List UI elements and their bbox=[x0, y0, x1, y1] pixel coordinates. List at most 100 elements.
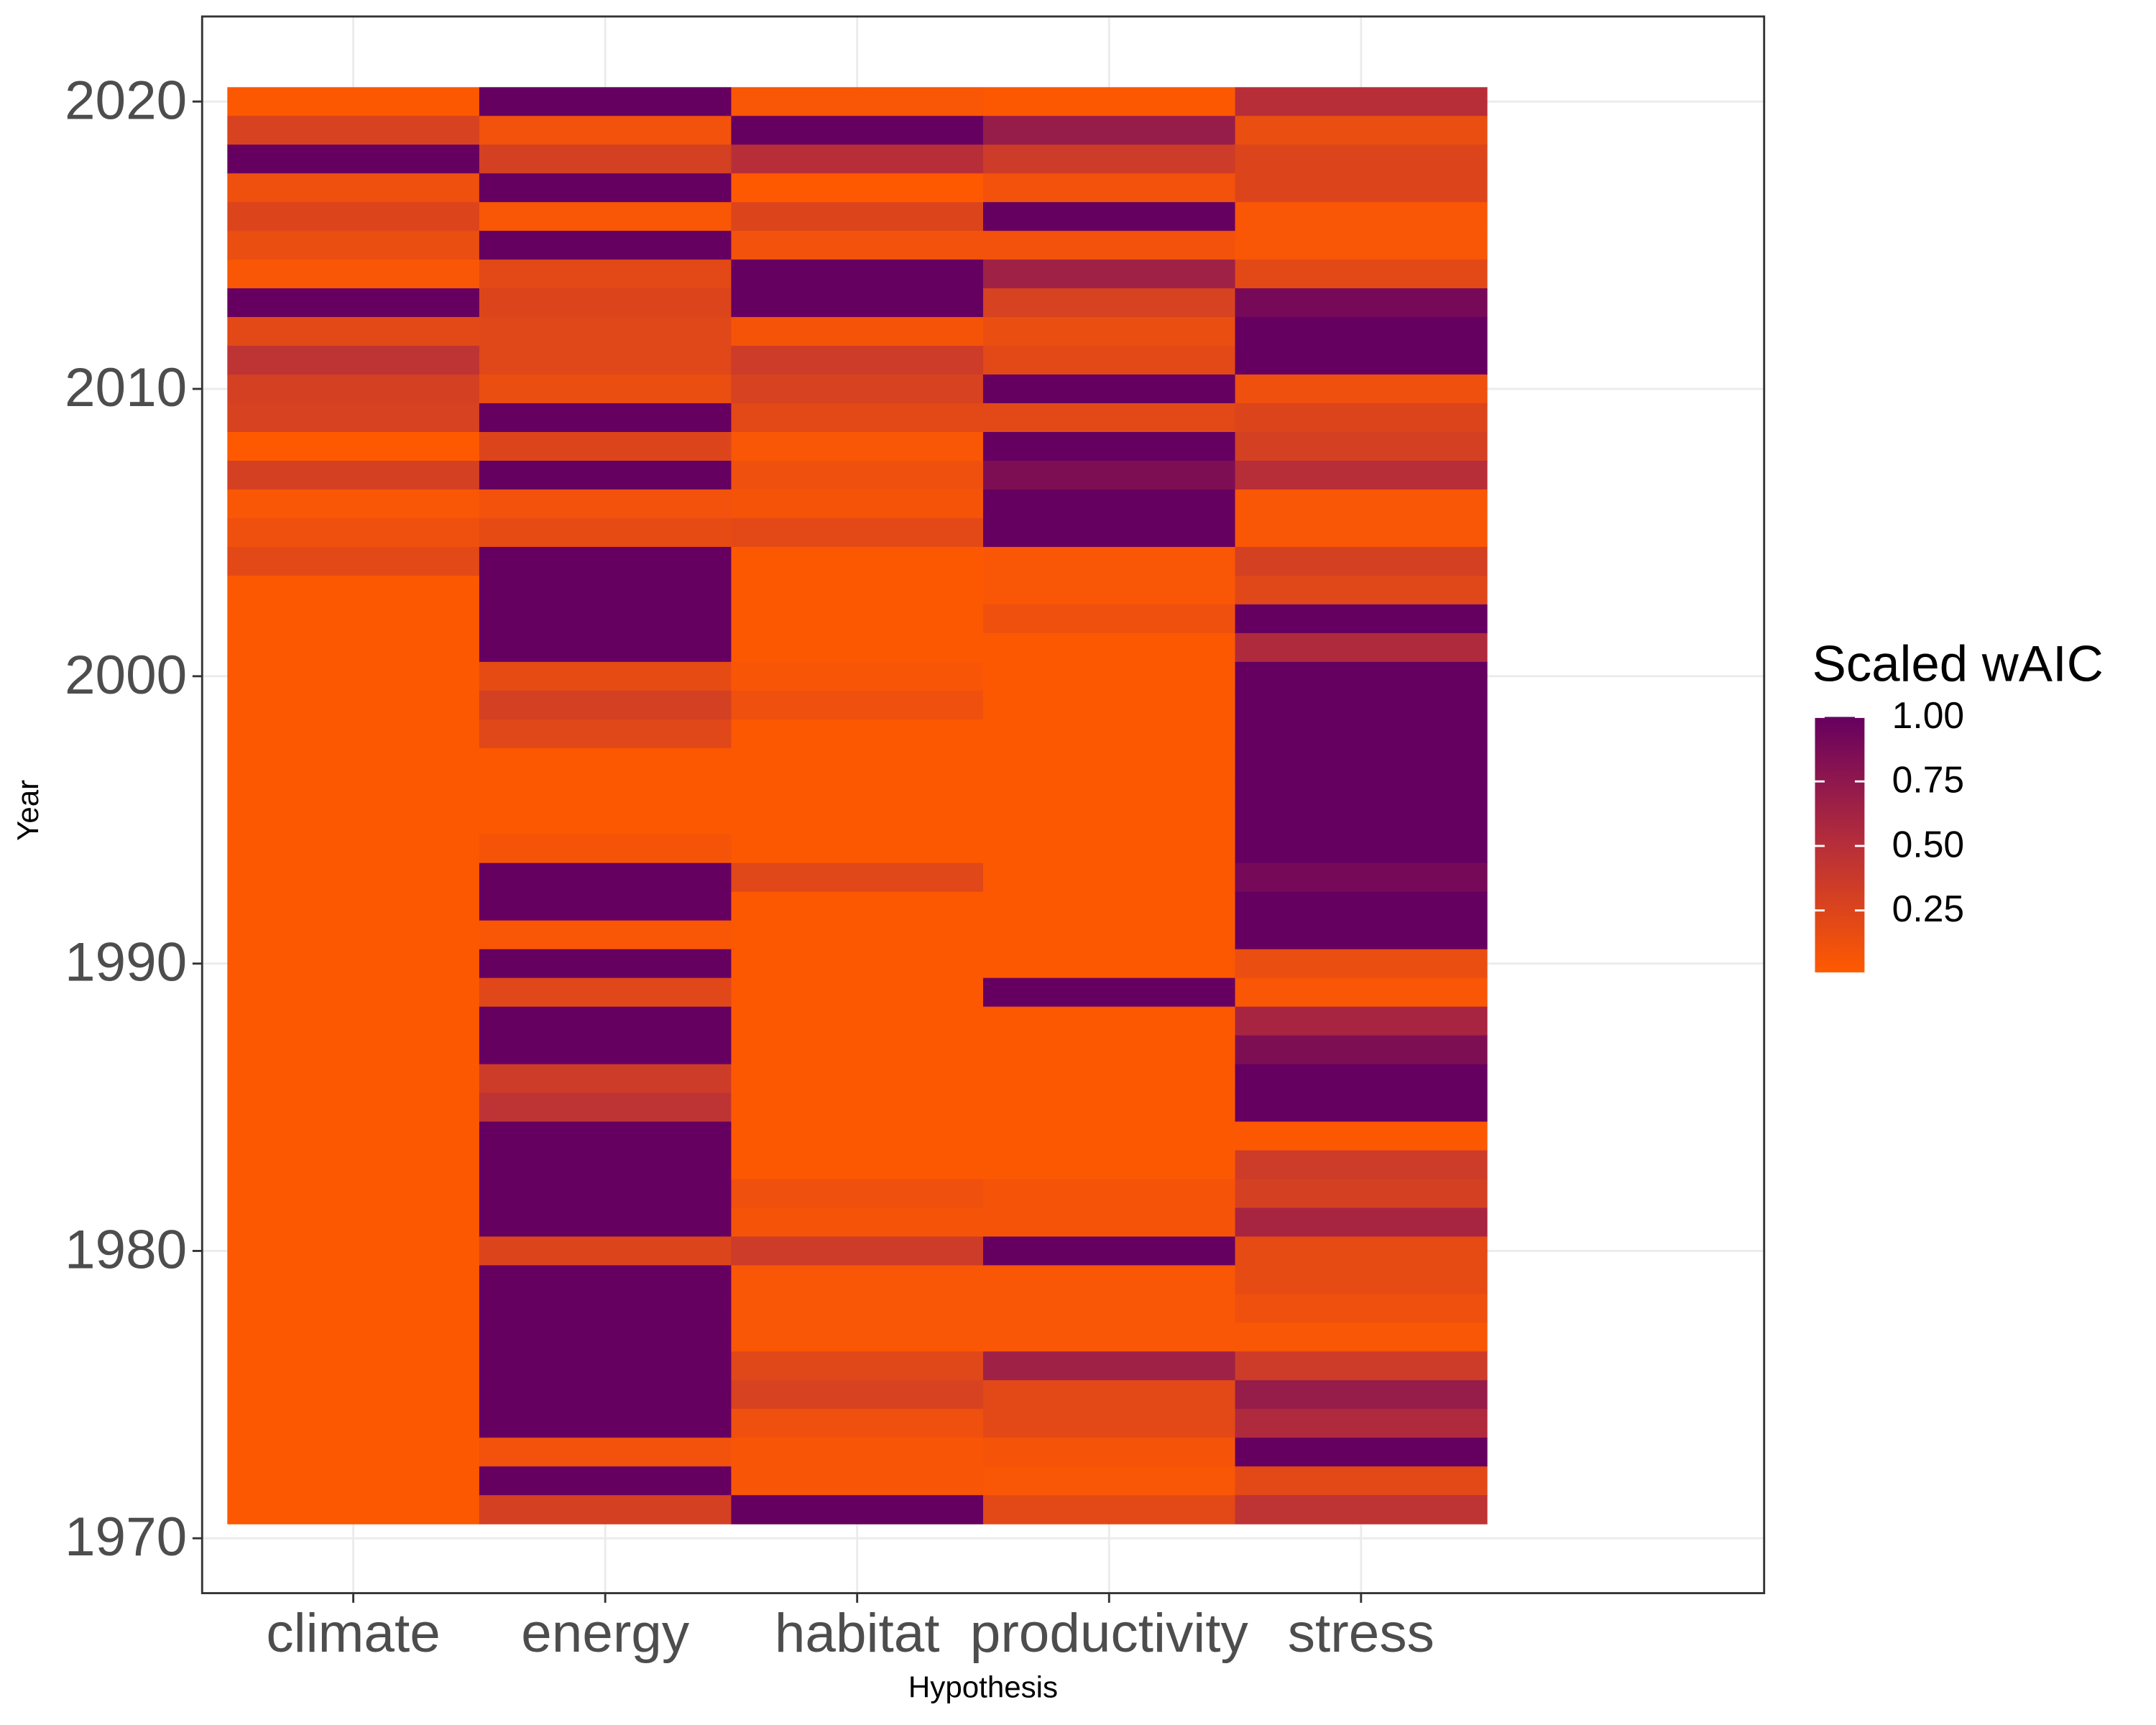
x-tick-label: energy bbox=[521, 1603, 690, 1664]
heat-cell bbox=[479, 1438, 732, 1467]
heat-cell bbox=[1235, 87, 1488, 116]
heat-cell bbox=[1235, 231, 1488, 260]
heat-cell bbox=[731, 891, 984, 921]
heat-cell bbox=[1235, 1466, 1488, 1496]
heat-cell bbox=[982, 259, 1236, 289]
heat-cell bbox=[731, 1208, 984, 1237]
heat-cell bbox=[982, 862, 1236, 893]
heat-cell bbox=[731, 489, 984, 519]
heat-cell bbox=[731, 317, 984, 346]
heat-cell bbox=[1235, 173, 1488, 203]
heat-cell bbox=[479, 1495, 732, 1524]
heat-cell bbox=[227, 173, 480, 203]
heat-cell bbox=[731, 661, 984, 691]
heat-cell bbox=[731, 461, 984, 490]
heat-cell bbox=[479, 1409, 732, 1438]
colorbar-tick-label: 1.00 bbox=[1892, 694, 1965, 736]
heat-cell bbox=[982, 978, 1236, 1008]
heat-cell bbox=[982, 920, 1236, 950]
heat-cell bbox=[731, 1438, 984, 1467]
heat-cell bbox=[227, 1121, 480, 1151]
heat-cell bbox=[1235, 546, 1488, 576]
heat-cell bbox=[479, 1064, 732, 1094]
heat-cell bbox=[731, 1006, 984, 1036]
heat-cell bbox=[982, 949, 1236, 979]
x-tick-label: stress bbox=[1288, 1603, 1434, 1664]
heat-cell bbox=[731, 1351, 984, 1381]
heat-cell bbox=[227, 1035, 480, 1065]
heat-cell bbox=[1235, 489, 1488, 519]
heat-cell bbox=[479, 719, 732, 749]
heat-cell bbox=[982, 317, 1236, 346]
heat-cell bbox=[227, 604, 480, 634]
heat-cell bbox=[227, 719, 480, 749]
heat-cell bbox=[479, 1236, 732, 1266]
heat-cell bbox=[1235, 834, 1488, 864]
heat-cell bbox=[479, 259, 732, 289]
heat-cell bbox=[731, 1035, 984, 1065]
heat-cell bbox=[982, 1495, 1236, 1524]
heat-cell bbox=[731, 87, 984, 116]
heat-cell bbox=[1235, 891, 1488, 921]
heat-cell bbox=[479, 116, 732, 145]
heat-cell bbox=[479, 604, 732, 634]
heat-cell bbox=[227, 374, 480, 404]
heat-cell bbox=[731, 748, 984, 778]
x-tick-label: habitat bbox=[775, 1603, 940, 1664]
heat-cell bbox=[982, 432, 1236, 461]
colorbar-tick-label: 0.75 bbox=[1892, 759, 1965, 801]
heat-cell bbox=[982, 1006, 1236, 1036]
heat-cell bbox=[731, 1236, 984, 1266]
heat-cell bbox=[1235, 1409, 1488, 1438]
heat-cell bbox=[479, 805, 732, 835]
heat-cell bbox=[227, 1294, 480, 1323]
heat-cell bbox=[1235, 719, 1488, 749]
heat-cell bbox=[982, 661, 1236, 691]
panel-border bbox=[201, 15, 1766, 1594]
heat-cell bbox=[227, 1064, 480, 1094]
heat-cell bbox=[982, 1064, 1236, 1094]
heat-cell bbox=[227, 661, 480, 691]
heat-cell bbox=[731, 862, 984, 893]
colorbar bbox=[1815, 717, 1865, 972]
heat-cell bbox=[227, 862, 480, 893]
x-tick-label: climate bbox=[266, 1603, 440, 1664]
heat-cell bbox=[227, 144, 480, 174]
heat-cell bbox=[982, 1092, 1236, 1123]
heat-cell bbox=[227, 1092, 480, 1123]
heat-cell bbox=[1235, 920, 1488, 950]
heat-cell bbox=[227, 1208, 480, 1237]
heat-cell bbox=[731, 834, 984, 864]
heat-cell bbox=[982, 604, 1236, 634]
heat-cell bbox=[731, 1322, 984, 1352]
colorbar-tick-label: 0.50 bbox=[1892, 824, 1965, 865]
heat-cell bbox=[227, 231, 480, 260]
heat-cell bbox=[479, 403, 732, 433]
heat-cell bbox=[479, 1035, 732, 1065]
heat-cell bbox=[731, 575, 984, 605]
heat-cell bbox=[227, 1438, 480, 1467]
heat-cell bbox=[1235, 144, 1488, 174]
heat-cell bbox=[227, 1006, 480, 1036]
heat-cell bbox=[227, 346, 480, 375]
heat-cell bbox=[1235, 661, 1488, 691]
heat-cell bbox=[731, 690, 984, 720]
heat-cell bbox=[982, 805, 1236, 835]
heat-cell bbox=[1235, 1294, 1488, 1323]
heat-cell bbox=[731, 202, 984, 231]
heat-cell bbox=[479, 288, 732, 318]
heat-cell bbox=[479, 461, 732, 490]
heat-cell bbox=[227, 805, 480, 835]
heat-cell bbox=[479, 1322, 732, 1352]
heat-cell bbox=[1235, 288, 1488, 318]
heat-cell bbox=[227, 949, 480, 979]
heat-cell bbox=[982, 748, 1236, 778]
heat-cell bbox=[982, 116, 1236, 145]
heat-cell bbox=[479, 1150, 732, 1180]
heat-cell bbox=[1235, 1208, 1488, 1237]
heat-cell bbox=[227, 1179, 480, 1209]
heat-cell bbox=[982, 346, 1236, 375]
heat-cell bbox=[479, 978, 732, 1008]
heat-cell bbox=[982, 1322, 1236, 1352]
heat-cell bbox=[227, 403, 480, 433]
